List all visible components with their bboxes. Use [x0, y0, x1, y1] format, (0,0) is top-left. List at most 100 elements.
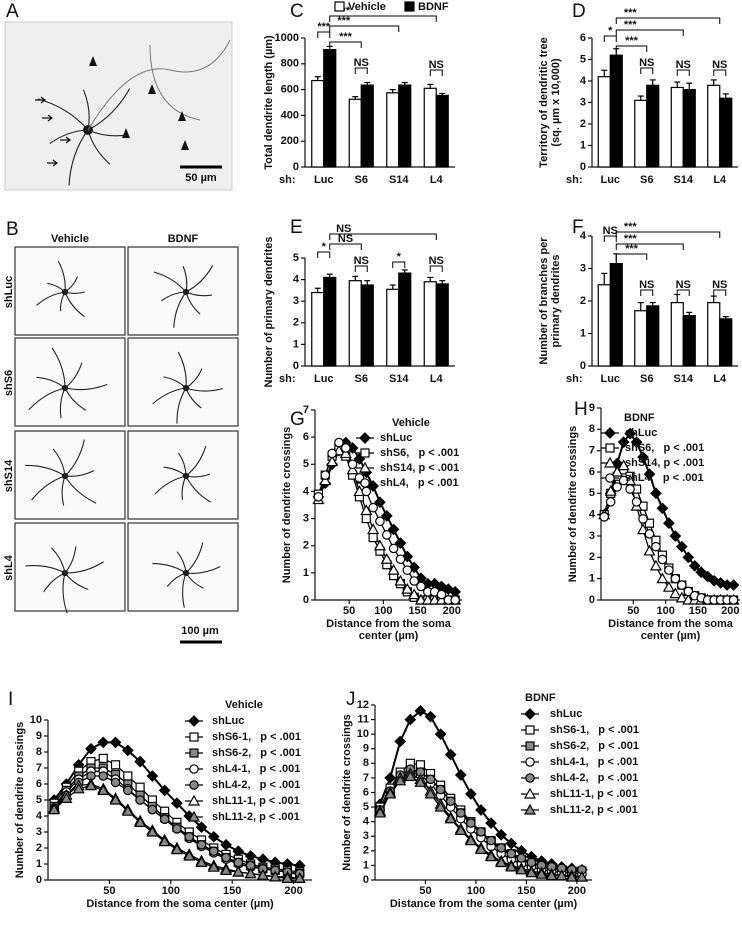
legend-title: BDNF	[624, 412, 655, 424]
scale-bar-label: 100 µm	[181, 625, 219, 637]
marker	[505, 837, 518, 850]
legend-label: shLuc	[212, 715, 244, 727]
x-axis-label: Distance from the soma center (µm)	[390, 898, 578, 910]
panel-label: E	[290, 217, 303, 238]
marker	[555, 869, 568, 881]
marker	[195, 821, 208, 834]
legend-label: shL4-1, p < .001	[550, 756, 638, 768]
neuron-dendrite	[185, 473, 211, 478]
marker	[281, 872, 294, 884]
marker	[387, 523, 400, 536]
neuron-dendrite	[43, 572, 66, 593]
legend-label: BDNF	[418, 1, 449, 13]
x-tick-label: 100	[374, 605, 392, 617]
neuron-dendrite	[163, 466, 187, 477]
y-tick-label: 7	[363, 772, 369, 784]
panel-label: D	[572, 1, 586, 22]
x-axis-label: sh:	[279, 174, 296, 186]
y-tick-label: 5	[303, 458, 309, 470]
panel-label: B	[6, 219, 19, 240]
micrograph-frame	[127, 337, 239, 427]
neuron-dendrite	[176, 551, 187, 574]
x-tick-label: 150	[517, 885, 535, 897]
significance-label: NS	[712, 279, 727, 291]
x-tick-label: 200	[721, 605, 739, 617]
y-tick-label: 0	[580, 161, 586, 173]
marker	[669, 530, 682, 542]
marker	[121, 744, 134, 757]
x-tick-label: 50	[103, 885, 115, 897]
y-tick-label: 6	[363, 786, 369, 798]
x-tick-label: 50	[419, 885, 431, 897]
marker	[98, 753, 108, 764]
marker	[404, 713, 417, 726]
bar	[609, 54, 623, 168]
significance-label: ***	[625, 35, 639, 47]
y-tick-label: 12	[357, 699, 369, 711]
x-tick-label: 150	[408, 605, 426, 617]
x-tick-label: S14	[389, 174, 409, 186]
significance-label: NS	[639, 279, 654, 291]
marker	[495, 856, 508, 868]
marker	[195, 856, 208, 868]
micrograph-frame	[4, 21, 233, 191]
neuron-dendrite	[185, 475, 211, 503]
neuron-dendrite	[185, 265, 214, 293]
x-tick-label: L4	[430, 174, 444, 186]
marker	[682, 551, 695, 564]
neuron-dendrite	[36, 291, 66, 306]
legend-label: shL4-2, p < .001	[550, 772, 638, 784]
marker	[475, 804, 487, 816]
neuron-dendrite	[182, 572, 187, 608]
bar	[311, 291, 325, 367]
significance-bracket	[640, 67, 654, 74]
panel-label: F	[572, 217, 584, 238]
legend-label: shS6-1, p < .001	[212, 731, 301, 743]
legend-marker	[525, 773, 535, 783]
bar	[323, 276, 337, 367]
marker	[476, 827, 486, 837]
significance-bracket	[317, 31, 331, 38]
row-label: shS14	[3, 459, 15, 492]
neuron-dendrite	[59, 387, 66, 419]
marker	[455, 808, 466, 818]
y-tick-label: 4	[580, 230, 587, 242]
row-label: shLuc	[3, 276, 15, 308]
significance-bracket	[329, 15, 437, 22]
marker	[327, 448, 337, 459]
scale-bar-label: 50 µm	[185, 172, 217, 184]
y-tick-label: 0	[580, 360, 586, 372]
marker	[670, 573, 681, 584]
neuron-dendrite	[64, 470, 95, 477]
neuron-dendrite	[52, 448, 66, 477]
marker	[98, 771, 109, 781]
marker	[404, 770, 417, 782]
marker	[368, 502, 378, 513]
marker	[675, 540, 688, 553]
bar	[707, 302, 721, 367]
marker	[347, 459, 358, 470]
neuron-dendrite	[82, 89, 90, 131]
marker	[207, 830, 220, 843]
arrowhead	[178, 111, 186, 121]
neuron-dendrite	[64, 291, 85, 295]
marker	[612, 482, 622, 492]
neuron-dendrite	[28, 387, 66, 411]
neuron-dendrite	[153, 271, 187, 293]
marker	[380, 553, 393, 564]
neuron-dendrite	[47, 282, 66, 293]
neuron-dendrite	[64, 546, 77, 574]
significance-label: *	[608, 25, 613, 37]
marker	[293, 872, 306, 884]
marker	[147, 804, 158, 815]
significance-bracket	[713, 69, 727, 76]
neuron-dendrite	[185, 291, 213, 297]
legend-label: shS6-2, p < .001	[212, 747, 301, 759]
marker	[367, 523, 380, 535]
series-line	[379, 769, 582, 872]
x-tick-label: 150	[223, 885, 241, 897]
x-tick-label: Luc	[314, 373, 334, 385]
marker	[465, 788, 477, 800]
panel-label: H	[574, 399, 588, 420]
marker	[644, 518, 655, 528]
